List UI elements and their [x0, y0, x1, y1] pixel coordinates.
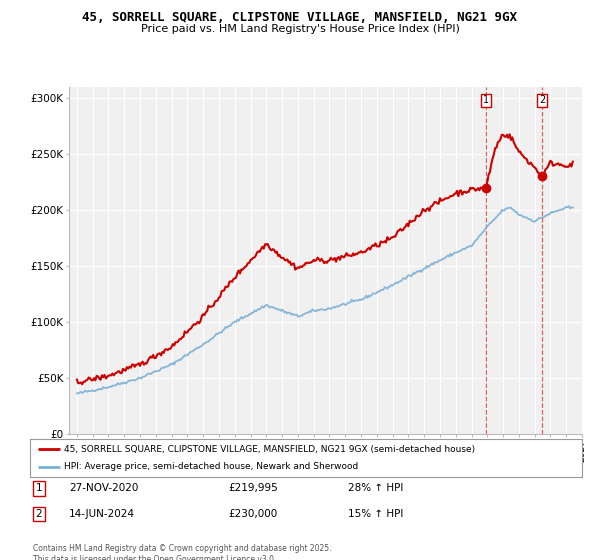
Text: £219,995: £219,995	[228, 483, 278, 493]
Text: 45, SORRELL SQUARE, CLIPSTONE VILLAGE, MANSFIELD, NG21 9GX: 45, SORRELL SQUARE, CLIPSTONE VILLAGE, M…	[83, 11, 517, 24]
Text: 2: 2	[35, 509, 43, 519]
Text: Price paid vs. HM Land Registry's House Price Index (HPI): Price paid vs. HM Land Registry's House …	[140, 24, 460, 34]
Text: 45, SORRELL SQUARE, CLIPSTONE VILLAGE, MANSFIELD, NG21 9GX (semi-detached house): 45, SORRELL SQUARE, CLIPSTONE VILLAGE, M…	[64, 445, 475, 454]
Text: £230,000: £230,000	[228, 509, 277, 519]
Text: 1: 1	[483, 96, 489, 105]
Text: 1: 1	[35, 483, 43, 493]
Text: Contains HM Land Registry data © Crown copyright and database right 2025.
This d: Contains HM Land Registry data © Crown c…	[33, 544, 331, 560]
Text: 2: 2	[539, 96, 545, 105]
Text: 27-NOV-2020: 27-NOV-2020	[69, 483, 139, 493]
Text: 28% ↑ HPI: 28% ↑ HPI	[348, 483, 403, 493]
Text: HPI: Average price, semi-detached house, Newark and Sherwood: HPI: Average price, semi-detached house,…	[64, 463, 358, 472]
Text: 14-JUN-2024: 14-JUN-2024	[69, 509, 135, 519]
Text: 15% ↑ HPI: 15% ↑ HPI	[348, 509, 403, 519]
